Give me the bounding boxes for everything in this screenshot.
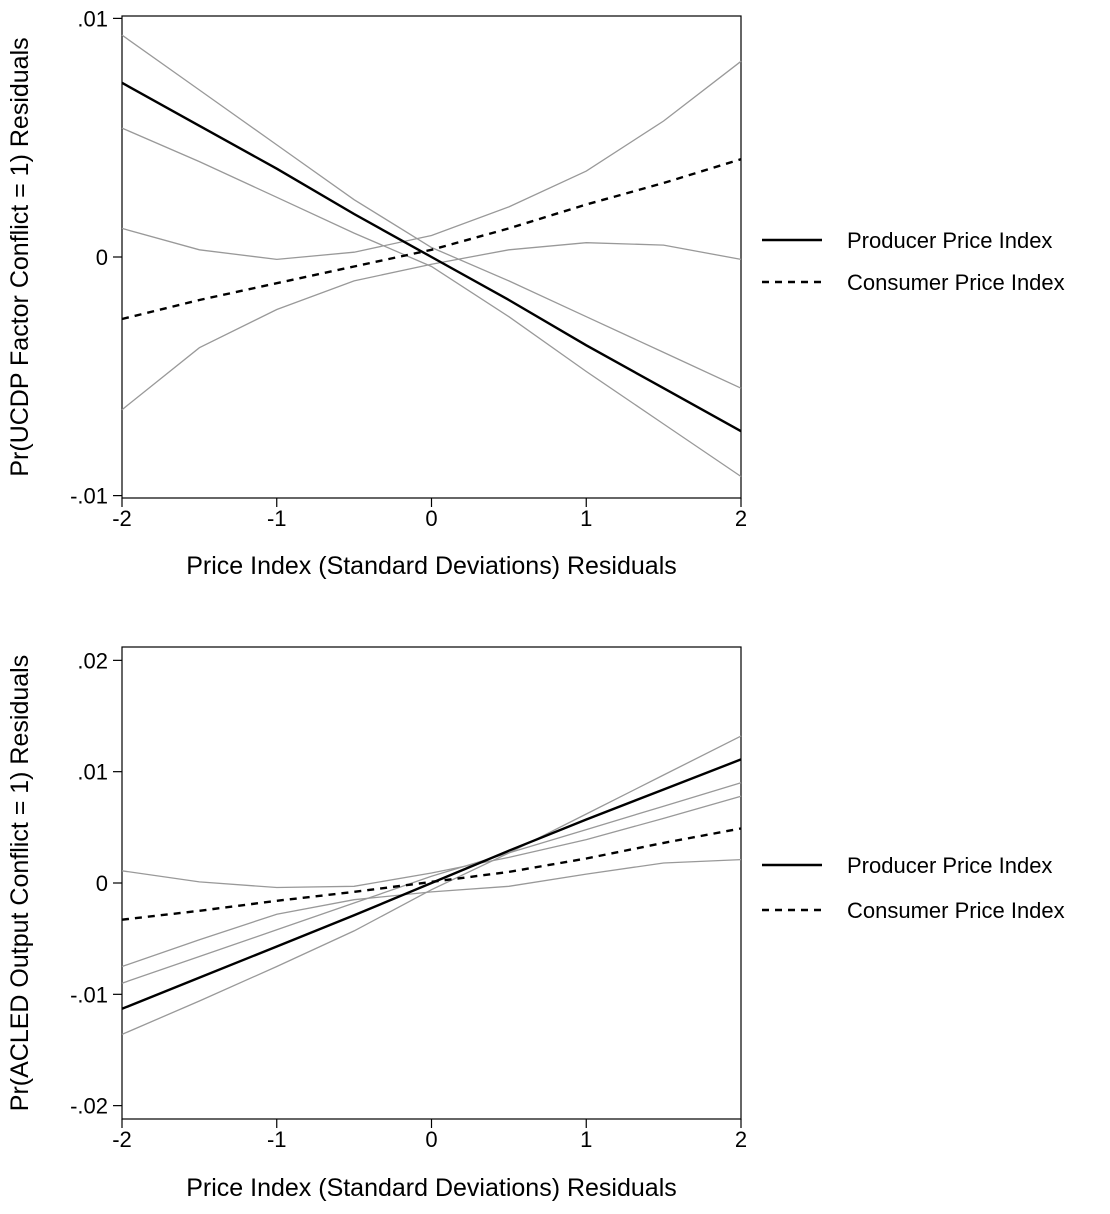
ci-lower-producer-price-index (121, 127, 742, 478)
x-axis-label: Price Index (Standard Deviations) Residu… (186, 552, 677, 580)
x-tick-label: -1 (267, 506, 287, 531)
ci-upper-consumer-price-index (121, 795, 742, 889)
y-tick-label: 0 (96, 871, 108, 896)
legend-label: Producer Price Index (847, 853, 1052, 878)
series-line-producer-price-index (121, 758, 742, 1010)
y-axis-label: Pr(ACLED Output Conflict = 1) Residuals (6, 655, 34, 1111)
x-tick-label: 1 (580, 506, 592, 531)
legend-label: Consumer Price Index (847, 270, 1065, 295)
series-line-producer-price-index (121, 81, 742, 433)
ci-upper-consumer-price-index (121, 60, 742, 261)
x-tick-label: -1 (267, 1127, 287, 1152)
legend-label: Producer Price Index (847, 228, 1052, 253)
y-tick-label: .01 (77, 760, 108, 785)
ci-upper-producer-price-index (121, 34, 742, 389)
ci-lower-consumer-price-index (121, 858, 742, 968)
series-line-consumer-price-index (121, 827, 742, 921)
y-tick-label: -.01 (70, 484, 108, 509)
legend-label: Consumer Price Index (847, 898, 1065, 923)
y-tick-label: 0 (96, 245, 108, 270)
y-axis-label: Pr(UCDP Factor Conflict = 1) Residuals (6, 37, 34, 476)
series-line-consumer-price-index (121, 158, 742, 321)
x-tick-label: 2 (735, 506, 747, 531)
chart-ucdp-factor-conflict: -2 -1 0 1 2 -.01 0 .01 Price Index (Standard Dev… (6, 6, 1065, 580)
x-tick-label: 2 (735, 1127, 747, 1152)
x-tick-label: -2 (112, 506, 132, 531)
x-tick-label: 0 (425, 506, 437, 531)
y-tick-label: .02 (77, 648, 108, 673)
x-tick-label: 0 (425, 1127, 437, 1152)
chart-panel-ucdp: -2 -1 0 1 2 -.01 0 .01 Price Index (Standard Dev… (0, 0, 1110, 600)
x-axis-label: Price Index (Standard Deviations) Residu… (186, 1174, 677, 1202)
x-tick-label: -2 (112, 1127, 132, 1152)
ci-upper-producer-price-index (121, 782, 742, 984)
y-tick-label: .01 (77, 6, 108, 31)
chart-panel-acled: -2 -1 0 1 2 -.02 -.01 0 .01 .02 Price Index (Stand… (0, 620, 1110, 1209)
y-tick-label: -.02 (70, 1094, 108, 1119)
chart-acled-output-conflict: -2 -1 0 1 2 -.02 -.01 0 .01 .02 Price Index (Stand… (6, 646, 1065, 1202)
ci-lower-consumer-price-index (121, 242, 742, 411)
x-tick-label: 1 (580, 1127, 592, 1152)
ci-lower-producer-price-index (121, 735, 742, 1035)
y-tick-label: -.01 (70, 982, 108, 1007)
